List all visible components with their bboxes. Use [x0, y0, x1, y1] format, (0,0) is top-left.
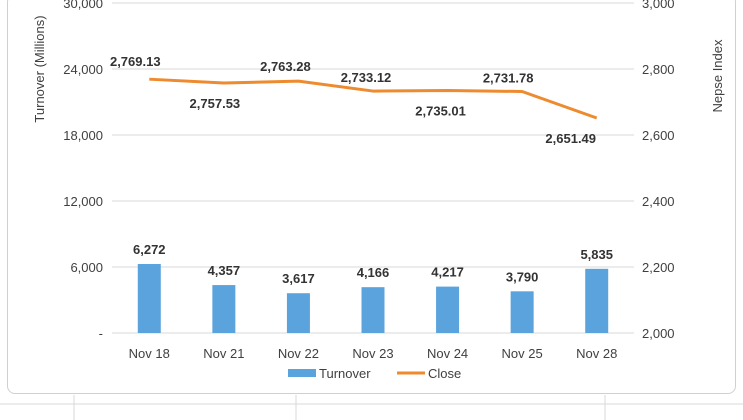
y-right-tick-label: 2,800 — [642, 62, 675, 77]
x-tick-label: Nov 23 — [352, 346, 393, 361]
x-tick-label: Nov 18 — [129, 346, 170, 361]
x-tick-label: Nov 24 — [427, 346, 468, 361]
x-tick-label: Nov 28 — [576, 346, 617, 361]
y-left-tick-label: 24,000 — [63, 62, 103, 77]
turnover-bar — [137, 264, 161, 333]
close-line — [149, 77, 598, 120]
y-right-tick-label: 2,600 — [642, 128, 675, 143]
turnover-data-label: 3,617 — [282, 271, 315, 286]
x-tick-label: Nov 21 — [203, 346, 244, 361]
y-left-tick-label: 18,000 — [63, 128, 103, 143]
turnover-data-label: 4,217 — [431, 265, 464, 280]
turnover-bars — [137, 264, 609, 333]
y-right-tick-label: 3,000 — [642, 0, 675, 11]
turnover-data-label: 5,835 — [580, 247, 613, 262]
turnover-bar — [361, 287, 385, 333]
turnover-bar — [286, 293, 310, 333]
turnover-data-label: 4,166 — [357, 265, 390, 280]
legend-close-label: Close — [428, 366, 461, 381]
turnover-bar — [510, 291, 534, 333]
y-left-axis-title: Turnover (Millions) — [32, 15, 47, 122]
turnover-data-label: 3,790 — [506, 269, 539, 284]
legend: Turnover Close — [288, 366, 461, 381]
y-right-tick-label: 2,200 — [642, 260, 675, 275]
axes: - 6,000 12,000 18,000 24,000 30,000 2,000 2,200… — [63, 0, 674, 361]
legend-turnover-label: Turnover — [319, 366, 371, 381]
turnover-bar — [585, 268, 609, 333]
y-right-tick-label: 2,000 — [642, 326, 675, 341]
y-left-tick-label: 12,000 — [63, 194, 103, 209]
turnover-data-label: 6,272 — [133, 242, 166, 257]
legend-turnover-swatch — [288, 369, 316, 377]
data-labels: 6,272 4,357 3,617 4,166 4,217 3,790 5,835 2,769… — [110, 54, 613, 286]
y-left-tick-label: - — [99, 326, 103, 341]
close-data-label: 2,763.28 — [260, 59, 311, 74]
close-data-label: 2,735.01 — [415, 103, 466, 118]
y-right-tick-label: 2,400 — [642, 194, 675, 209]
y-right-axis-title: Nepse Index — [710, 39, 725, 112]
y-left-tick-label: 30,000 — [63, 0, 103, 11]
close-data-label: 2,731.78 — [483, 71, 534, 86]
gridlines — [112, 2, 634, 334]
turnover-bar — [436, 286, 460, 333]
close-data-label: 2,733.12 — [341, 70, 392, 85]
x-tick-label: Nov 25 — [502, 346, 543, 361]
close-line-path — [149, 77, 598, 120]
close-data-label: 2,757.53 — [190, 96, 241, 111]
turnover-bar — [212, 285, 236, 333]
x-tick-label: Nov 22 — [278, 346, 319, 361]
y-left-tick-label: 6,000 — [70, 260, 103, 275]
turnover-data-label: 4,357 — [208, 263, 241, 278]
close-data-label: 2,769.13 — [110, 54, 161, 69]
close-data-label: 2,651.49 — [545, 131, 596, 146]
